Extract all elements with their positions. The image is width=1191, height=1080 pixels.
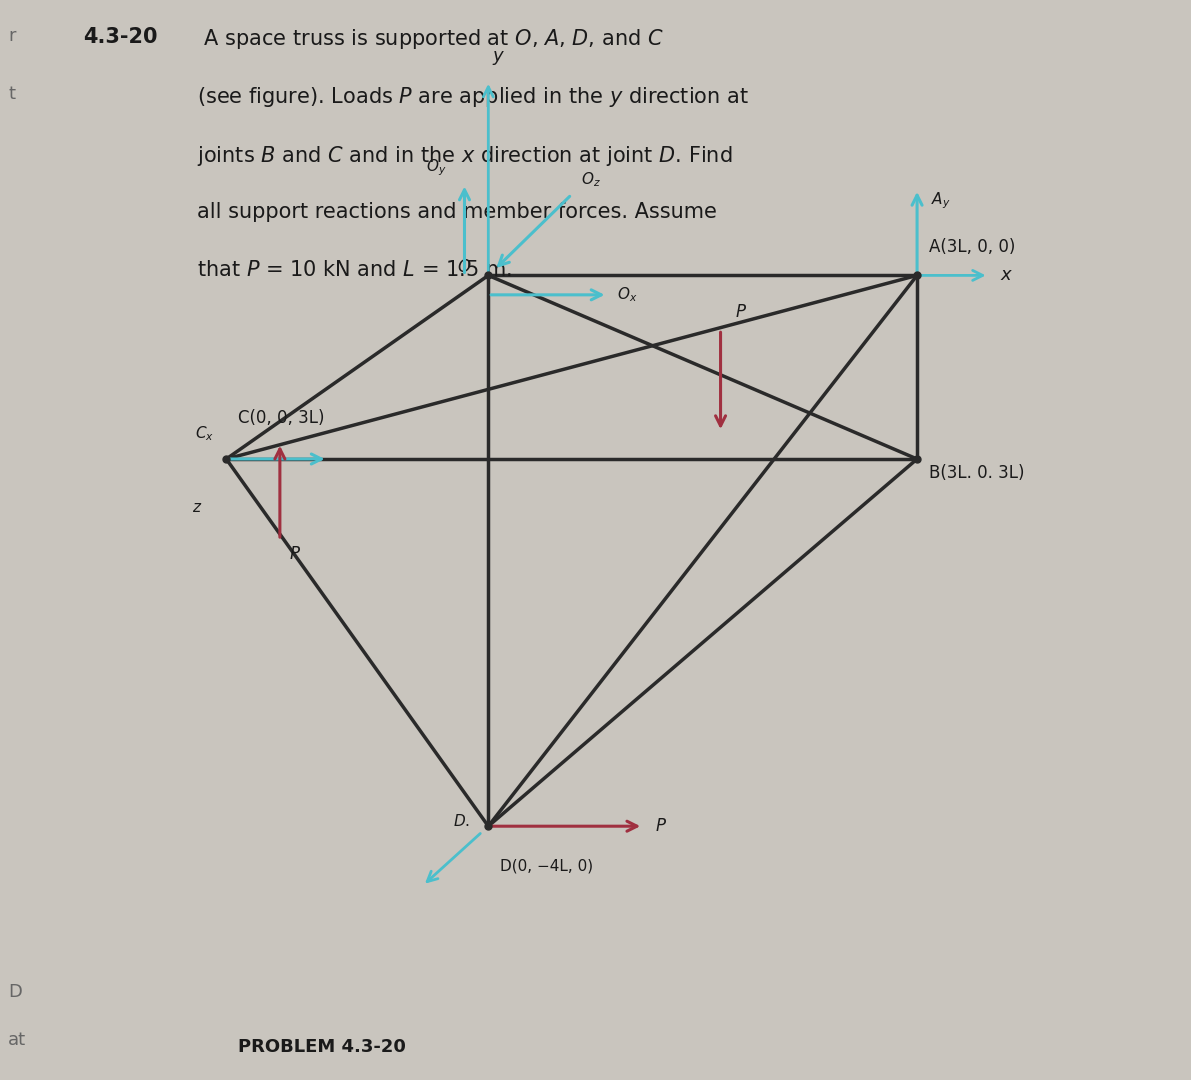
Text: B(3L. 0. 3L): B(3L. 0. 3L)	[929, 464, 1024, 483]
Text: $O_z$: $O_z$	[581, 171, 601, 189]
Text: that $P$ = 10 kN and $L$ = 1.5 m.: that $P$ = 10 kN and $L$ = 1.5 m.	[197, 260, 511, 281]
Text: $O_x$: $O_x$	[617, 285, 637, 305]
Text: O: O	[457, 258, 470, 275]
Text: PROBLEM 4.3-20: PROBLEM 4.3-20	[238, 1038, 406, 1056]
Text: $A_y$: $A_y$	[931, 190, 950, 211]
Text: z: z	[193, 500, 200, 515]
Text: y: y	[493, 46, 503, 65]
Text: $D.$: $D.$	[454, 813, 470, 828]
Text: A space truss is supported at $O$, $A$, $D$, and $C$: A space truss is supported at $O$, $A$, …	[197, 27, 663, 51]
Text: t: t	[8, 85, 15, 104]
Text: at: at	[8, 1031, 26, 1050]
Text: C(0, 0, 3L): C(0, 0, 3L)	[238, 408, 325, 427]
Text: r: r	[8, 27, 15, 45]
Text: A(3L, 0, 0): A(3L, 0, 0)	[929, 238, 1016, 256]
Text: $P$: $P$	[735, 302, 747, 321]
Text: x: x	[1000, 267, 1011, 284]
Text: (see figure). Loads $\mathit{P}$ are applied in the $y$ direction at: (see figure). Loads $\mathit{P}$ are app…	[197, 85, 748, 109]
Text: joints $B$ and $C$ and in the $x$ direction at joint $D$. Find: joints $B$ and $C$ and in the $x$ direct…	[197, 144, 732, 167]
Text: D: D	[8, 983, 23, 1001]
Text: $O_y$: $O_y$	[426, 158, 447, 178]
Text: $P$: $P$	[289, 545, 301, 564]
Text: $P$: $P$	[655, 818, 667, 835]
Text: all support reactions and member forces. Assume: all support reactions and member forces.…	[197, 202, 717, 222]
Text: D(0, −4L, 0): D(0, −4L, 0)	[500, 859, 593, 874]
Text: 4.3-20: 4.3-20	[83, 27, 158, 48]
Text: $C_x$: $C_x$	[195, 424, 214, 443]
